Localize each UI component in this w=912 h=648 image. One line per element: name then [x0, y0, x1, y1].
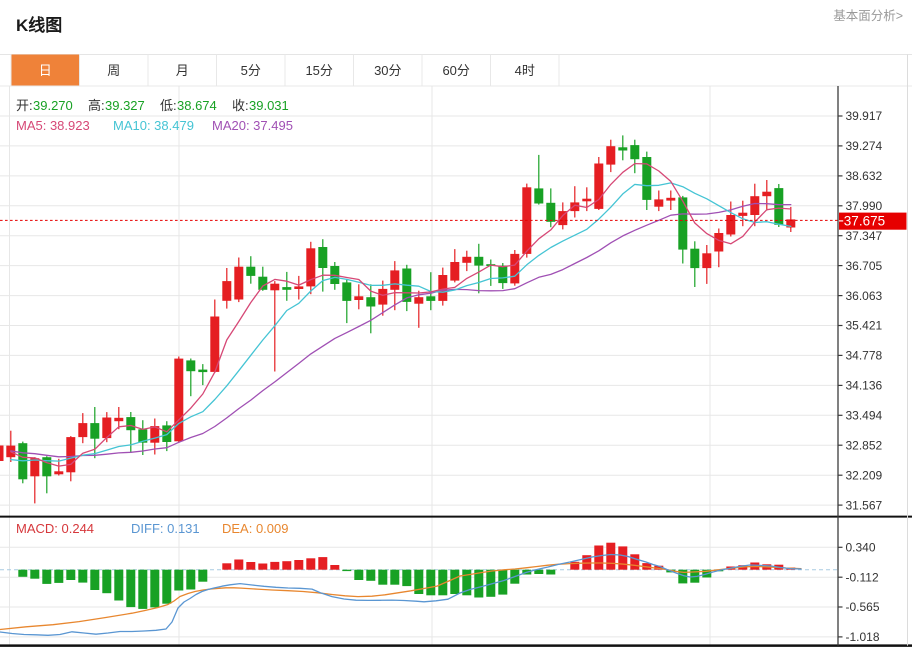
svg-text:周: 周 [107, 63, 120, 78]
svg-text:36.063: 36.063 [846, 289, 883, 303]
svg-text:39.917: 39.917 [846, 109, 883, 123]
svg-text:38.632: 38.632 [846, 169, 883, 183]
svg-text:32.852: 32.852 [846, 438, 883, 452]
svg-text:MA10: 38.479: MA10: 38.479 [113, 118, 194, 133]
svg-text:39.270: 39.270 [33, 98, 73, 113]
svg-text:低:: 低: [160, 98, 177, 113]
svg-text:34.778: 34.778 [846, 349, 883, 363]
svg-text:MA20: 37.495: MA20: 37.495 [212, 118, 293, 133]
svg-text:基本面分析>: 基本面分析> [833, 9, 903, 23]
svg-text:37.675: 37.675 [844, 214, 885, 229]
svg-text:-0.112: -0.112 [846, 570, 879, 584]
svg-text:30分: 30分 [374, 63, 401, 78]
svg-text:37.990: 37.990 [846, 199, 883, 213]
svg-text:日: 日 [39, 63, 52, 78]
svg-text:MACD: 0.244: MACD: 0.244 [16, 521, 94, 536]
svg-text:K线图: K线图 [16, 15, 62, 35]
svg-text:34.136: 34.136 [846, 379, 883, 393]
svg-text:月: 月 [176, 63, 189, 78]
svg-text:15分: 15分 [305, 63, 332, 78]
svg-text:4时: 4时 [515, 63, 535, 78]
svg-text:35.421: 35.421 [846, 319, 883, 333]
svg-text:-1.018: -1.018 [846, 630, 880, 644]
svg-text:0.340: 0.340 [846, 541, 876, 555]
svg-text:5分: 5分 [241, 63, 261, 78]
svg-text:MA5: 38.923: MA5: 38.923 [16, 118, 90, 133]
svg-text:DEA: 0.009: DEA: 0.009 [222, 521, 289, 536]
svg-text:38.674: 38.674 [177, 98, 217, 113]
svg-text:32.209: 32.209 [846, 468, 883, 482]
svg-text:39.274: 39.274 [846, 139, 883, 153]
svg-text:DIFF: 0.131: DIFF: 0.131 [131, 521, 200, 536]
svg-text:36.705: 36.705 [846, 259, 883, 273]
svg-text:开:: 开: [16, 98, 33, 113]
svg-text:33.494: 33.494 [846, 409, 883, 423]
svg-text:31.567: 31.567 [846, 498, 883, 512]
svg-text:39.327: 39.327 [105, 98, 145, 113]
svg-text:37.347: 37.347 [846, 229, 883, 243]
svg-text:高:: 高: [88, 98, 105, 113]
svg-text:-0.565: -0.565 [846, 600, 880, 614]
svg-text:39.031: 39.031 [249, 98, 289, 113]
svg-text:60分: 60分 [442, 63, 469, 78]
svg-text:收:: 收: [232, 98, 249, 113]
